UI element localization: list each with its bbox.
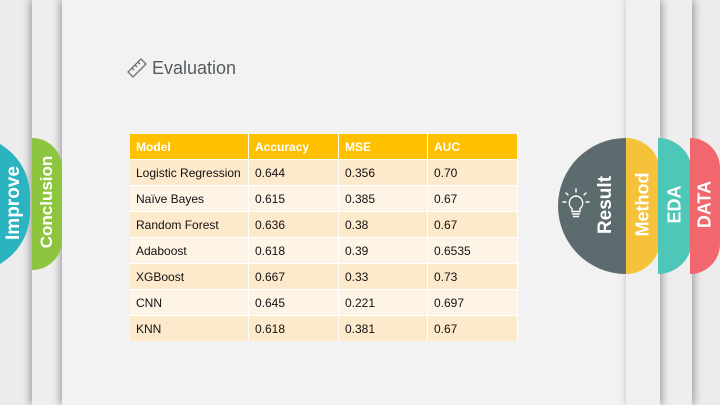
cell-model: XGBoost [130,263,249,290]
cell-accuracy: 0.636 [248,211,339,238]
tab-improve-label: Improve [3,166,24,240]
tab-method[interactable]: Method [626,138,660,274]
tab-eda[interactable]: EDA [658,138,692,274]
cell-accuracy: 0.618 [248,237,339,264]
cell-mse: 0.356 [338,159,428,186]
table-row: Naïve Bayes 0.615 0.385 0.67 [130,185,518,212]
slide-title: Evaluation [152,58,237,78]
tab-conclusion-label: Conclusion [37,155,56,249]
cell-mse: 0.38 [338,211,428,238]
table-row: Random Forest 0.636 0.38 0.67 [130,211,518,238]
cell-model: CNN [130,289,249,316]
tab-data-shape [690,138,720,274]
cell-model: Random Forest [130,211,249,238]
cell-model: Adaboost [130,237,249,264]
table-row: KNN 0.618 0.381 0.67 [130,315,518,341]
tab-data-label: DATA [694,180,715,229]
ruler-pencil-icon [127,58,147,78]
tab-result-label: Result [595,175,616,235]
cell-mse: 0.221 [338,289,428,316]
cell-mse: 0.385 [338,185,428,212]
cell-accuracy: 0.645 [248,289,339,316]
header-mse: MSE [338,134,428,160]
table-row: XGBoost 0.667 0.33 0.73 [130,263,518,290]
tab-improve[interactable]: Improve [0,136,30,272]
tab-method-shape [626,138,660,274]
evaluation-table: Model Accuracy MSE AUC Logistic Regressi… [130,134,518,341]
cell-accuracy: 0.615 [248,185,339,212]
header-auc: AUC [427,134,518,160]
cell-model: KNN [130,315,249,341]
cell-accuracy: 0.644 [248,159,339,186]
header-accuracy: Accuracy [248,134,339,160]
cell-auc: 0.70 [427,159,518,186]
tab-conclusion[interactable]: Conclusion [32,138,62,270]
header-model: Model [130,134,249,160]
cell-auc: 0.73 [427,263,518,290]
tab-eda-shape [658,138,692,274]
cell-mse: 0.39 [338,237,428,264]
cell-accuracy: 0.667 [248,263,339,290]
table-row: Logistic Regression 0.644 0.356 0.70 [130,159,518,186]
lightbulb-icon [562,188,590,218]
cell-model: Logistic Regression [130,159,249,186]
table-row: Adaboost 0.618 0.39 0.6535 [130,237,518,264]
cell-accuracy: 0.618 [248,315,339,341]
tab-method-label: Method [632,172,653,237]
tab-eda-label: EDA [664,185,685,224]
cell-auc: 0.697 [427,289,518,316]
cell-model: Naïve Bayes [130,185,249,212]
cell-auc: 0.6535 [427,237,518,264]
cell-auc: 0.67 [427,315,518,341]
table-header-row: Model Accuracy MSE AUC [130,134,518,160]
cell-auc: 0.67 [427,211,518,238]
tab-data[interactable]: DATA [690,138,720,274]
cell-auc: 0.67 [427,185,518,212]
table-row: CNN 0.645 0.221 0.697 [130,289,518,316]
tab-conclusion-shape [32,138,62,270]
cell-mse: 0.33 [338,263,428,290]
cell-mse: 0.381 [338,315,428,341]
